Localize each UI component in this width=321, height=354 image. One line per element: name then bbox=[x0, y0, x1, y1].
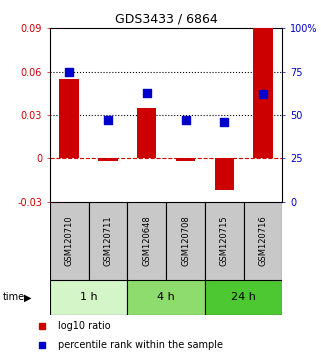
Point bbox=[222, 119, 227, 125]
Bar bbox=[176, 159, 195, 161]
Bar bbox=[137, 108, 156, 159]
Bar bbox=[50, 202, 89, 280]
Text: 4 h: 4 h bbox=[157, 292, 175, 302]
Bar bbox=[244, 202, 282, 280]
Title: GDS3433 / 6864: GDS3433 / 6864 bbox=[115, 13, 218, 26]
Point bbox=[144, 90, 149, 95]
Bar bbox=[127, 280, 205, 315]
Point bbox=[105, 118, 110, 123]
Text: 1 h: 1 h bbox=[80, 292, 97, 302]
Bar bbox=[205, 202, 244, 280]
Text: ▶: ▶ bbox=[24, 292, 31, 302]
Bar bbox=[50, 280, 127, 315]
Bar bbox=[253, 28, 273, 159]
Bar bbox=[59, 79, 79, 159]
Text: time: time bbox=[3, 292, 25, 302]
Bar bbox=[98, 159, 117, 161]
Point bbox=[261, 91, 266, 97]
Bar bbox=[166, 202, 205, 280]
Text: 24 h: 24 h bbox=[231, 292, 256, 302]
Text: GSM120715: GSM120715 bbox=[220, 215, 229, 266]
Text: GSM120708: GSM120708 bbox=[181, 215, 190, 266]
Bar bbox=[127, 202, 166, 280]
Text: GSM120716: GSM120716 bbox=[259, 215, 268, 266]
Bar bbox=[89, 202, 127, 280]
Point bbox=[66, 69, 72, 75]
Text: percentile rank within the sample: percentile rank within the sample bbox=[57, 341, 222, 350]
Point bbox=[183, 118, 188, 123]
Text: GSM120710: GSM120710 bbox=[65, 215, 74, 266]
Bar bbox=[205, 280, 282, 315]
Text: GSM120711: GSM120711 bbox=[103, 215, 112, 266]
Bar bbox=[215, 159, 234, 190]
Text: GSM120648: GSM120648 bbox=[142, 215, 151, 266]
Text: log10 ratio: log10 ratio bbox=[57, 321, 110, 331]
